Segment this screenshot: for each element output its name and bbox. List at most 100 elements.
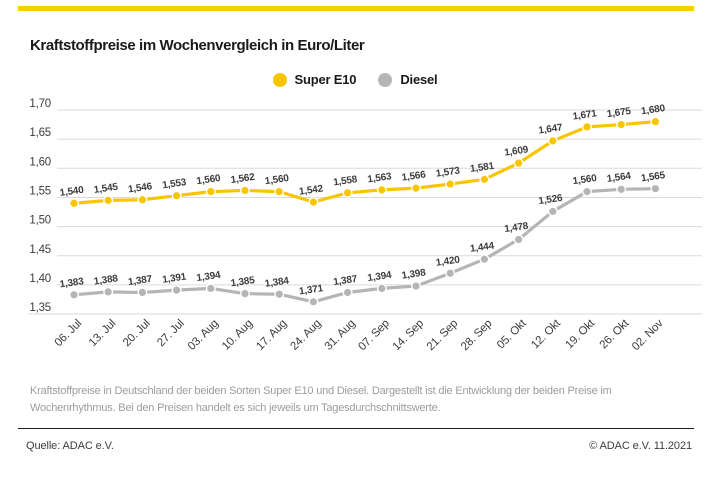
super-e10-series-dot-icon <box>272 72 287 87</box>
data-label-diesel: 1,391 <box>162 271 188 285</box>
x-tick-label: 02. Nov <box>630 317 666 353</box>
data-point-diesel <box>274 289 285 300</box>
data-point-diesel <box>650 183 661 194</box>
legend-item-super-e10: Super E10 <box>272 72 357 87</box>
legend-label-super-e10: Super E10 <box>294 72 357 87</box>
x-tick-label: 10. Aug <box>220 318 255 353</box>
data-label-super-e10: 1,560 <box>264 173 290 187</box>
data-label-diesel: 1,383 <box>59 276 85 290</box>
data-label-super-e10: 1,563 <box>367 171 393 185</box>
x-tick-label: 31. Aug <box>323 318 358 353</box>
x-tick-label: 28. Sep <box>459 318 495 354</box>
data-point-super-e10 <box>616 119 627 130</box>
data-label-diesel: 1,385 <box>230 275 256 289</box>
data-point-diesel <box>205 283 216 294</box>
data-label-diesel: 1,565 <box>640 170 666 184</box>
x-tick-label: 12. Okt <box>529 317 563 351</box>
data-label-diesel: 1,394 <box>367 270 393 284</box>
data-label-super-e10: 1,609 <box>504 144 530 158</box>
data-point-super-e10 <box>274 186 285 197</box>
data-point-super-e10 <box>171 190 182 201</box>
data-point-diesel <box>479 254 490 265</box>
data-label-super-e10: 1,553 <box>162 177 188 191</box>
data-point-super-e10 <box>547 135 558 146</box>
data-label-diesel: 1,564 <box>606 171 632 185</box>
x-tick-label: 24. Aug <box>288 318 323 353</box>
data-label-super-e10: 1,647 <box>538 122 564 136</box>
data-point-super-e10 <box>239 185 250 196</box>
chart-description: Kraftstoffpreise in Deutschland der beid… <box>30 385 612 414</box>
data-label-diesel: 1,387 <box>333 274 359 288</box>
data-label-diesel: 1,560 <box>572 173 598 187</box>
data-label-super-e10: 1,562 <box>230 172 256 186</box>
data-label-diesel: 1,478 <box>504 221 530 235</box>
x-tick-label: 14. Sep <box>391 318 427 354</box>
x-tick-label: 05. Okt <box>495 317 529 351</box>
y-tick-label: 1,45 <box>29 244 51 256</box>
chart-legend: Super E10 Diesel <box>0 72 710 87</box>
data-label-super-e10: 1,566 <box>401 169 427 183</box>
data-point-diesel <box>445 268 456 279</box>
data-point-super-e10 <box>445 179 456 190</box>
series-line-super-e10 <box>73 120 656 205</box>
data-point-super-e10 <box>68 198 79 209</box>
data-label-diesel: 1,420 <box>435 255 461 269</box>
data-point-diesel <box>376 283 387 294</box>
data-point-diesel <box>171 285 182 296</box>
data-label-diesel: 1,394 <box>196 270 222 284</box>
x-tick-label: 06. Jul <box>53 318 84 349</box>
x-tick-label: 17. Aug <box>254 318 289 353</box>
data-point-super-e10 <box>479 174 490 185</box>
data-label-super-e10: 1,542 <box>298 183 324 197</box>
data-label-super-e10: 1,540 <box>59 185 85 199</box>
diesel-series-dot-icon <box>378 72 393 87</box>
y-tick-label: 1,40 <box>29 273 51 285</box>
data-label-super-e10: 1,558 <box>333 174 359 188</box>
data-label-super-e10: 1,671 <box>572 108 598 122</box>
y-tick-label: 1,55 <box>29 185 51 197</box>
brand-bar <box>18 6 694 11</box>
y-tick-label: 1,50 <box>29 215 51 227</box>
data-point-diesel <box>513 234 524 245</box>
data-label-diesel: 1,526 <box>538 193 564 207</box>
data-point-diesel <box>239 288 250 299</box>
footer-divider <box>18 428 694 429</box>
data-label-diesel: 1,387 <box>127 274 153 288</box>
data-point-super-e10 <box>411 183 422 194</box>
y-tick-label: 1,35 <box>29 302 51 314</box>
data-point-super-e10 <box>582 121 593 132</box>
x-tick-label: 19. Okt <box>563 317 597 351</box>
data-point-diesel <box>308 296 319 307</box>
data-label-diesel: 1,398 <box>401 267 427 281</box>
data-label-diesel: 1,444 <box>469 241 495 255</box>
footer: Quelle: ADAC e.V. © ADAC e.V. 11.2021 <box>26 440 692 452</box>
x-tick-label: 03. Aug <box>186 318 221 353</box>
data-point-super-e10 <box>205 186 216 197</box>
copyright-note: © ADAC e.V. 11.2021 <box>589 440 692 452</box>
data-label-super-e10: 1,573 <box>435 165 461 179</box>
x-tick-label: 13. Jul <box>87 318 118 349</box>
data-point-super-e10 <box>376 184 387 195</box>
x-tick-label: 27. Jul <box>155 318 186 349</box>
x-tick-label: 21. Sep <box>425 318 461 354</box>
source-note: Quelle: ADAC e.V. <box>26 440 114 452</box>
data-label-diesel: 1,371 <box>298 283 324 297</box>
data-point-super-e10 <box>103 195 114 206</box>
data-point-diesel <box>68 289 79 300</box>
data-label-super-e10: 1,680 <box>640 103 666 117</box>
data-point-diesel <box>137 287 148 298</box>
data-point-diesel <box>411 281 422 292</box>
data-point-super-e10 <box>650 116 661 127</box>
x-tick-label: 26. Okt <box>598 317 632 351</box>
data-label-diesel: 1,384 <box>264 276 290 290</box>
y-tick-label: 1,60 <box>29 156 51 168</box>
data-point-diesel <box>103 286 114 297</box>
data-point-super-e10 <box>308 197 319 208</box>
data-point-super-e10 <box>137 194 148 205</box>
data-label-super-e10: 1,581 <box>469 161 495 175</box>
data-point-diesel <box>547 206 558 217</box>
y-tick-label: 1,65 <box>29 127 51 139</box>
y-tick-label: 1,70 <box>29 98 51 110</box>
series-line-diesel <box>73 187 656 304</box>
